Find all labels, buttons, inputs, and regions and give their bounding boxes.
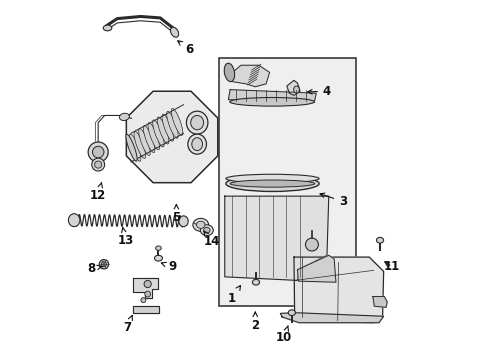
Polygon shape: [126, 91, 217, 183]
Ellipse shape: [203, 227, 210, 233]
Text: 12: 12: [90, 183, 106, 202]
Ellipse shape: [305, 238, 318, 251]
Ellipse shape: [252, 279, 259, 285]
Text: 9: 9: [161, 260, 176, 273]
Ellipse shape: [192, 219, 208, 231]
Ellipse shape: [200, 225, 213, 235]
Ellipse shape: [187, 134, 206, 154]
Ellipse shape: [139, 129, 150, 156]
Ellipse shape: [171, 108, 183, 135]
Ellipse shape: [230, 180, 314, 187]
Ellipse shape: [92, 146, 104, 158]
Ellipse shape: [92, 158, 104, 171]
Ellipse shape: [225, 176, 319, 192]
Ellipse shape: [186, 111, 207, 134]
Ellipse shape: [101, 262, 106, 267]
Text: 5: 5: [172, 204, 180, 224]
Ellipse shape: [99, 260, 108, 269]
Polygon shape: [224, 196, 328, 280]
Ellipse shape: [190, 116, 203, 130]
Ellipse shape: [141, 298, 145, 303]
Ellipse shape: [129, 134, 141, 161]
Polygon shape: [132, 306, 159, 314]
Ellipse shape: [126, 134, 137, 161]
Text: 13: 13: [117, 228, 133, 247]
Ellipse shape: [191, 138, 202, 150]
Text: 3: 3: [319, 193, 346, 208]
Ellipse shape: [143, 126, 155, 153]
Ellipse shape: [68, 214, 80, 226]
Text: 1: 1: [227, 285, 240, 305]
Text: 11: 11: [384, 260, 400, 273]
Text: 10: 10: [275, 326, 291, 344]
Ellipse shape: [229, 98, 314, 106]
Ellipse shape: [166, 111, 178, 138]
Ellipse shape: [162, 114, 173, 141]
Text: 2: 2: [251, 312, 259, 332]
Text: 4: 4: [307, 85, 330, 98]
Ellipse shape: [144, 280, 151, 288]
Ellipse shape: [152, 120, 164, 147]
Ellipse shape: [293, 86, 299, 93]
Text: 6: 6: [178, 41, 193, 55]
FancyBboxPatch shape: [219, 58, 355, 306]
Polygon shape: [286, 80, 300, 95]
Ellipse shape: [225, 174, 319, 183]
Ellipse shape: [179, 216, 188, 226]
Ellipse shape: [88, 142, 108, 162]
Text: 7: 7: [122, 315, 132, 334]
Ellipse shape: [144, 291, 150, 297]
Ellipse shape: [287, 310, 295, 316]
Ellipse shape: [119, 113, 129, 121]
Polygon shape: [297, 255, 335, 282]
Ellipse shape: [157, 117, 168, 144]
Ellipse shape: [196, 221, 204, 228]
Polygon shape: [280, 313, 383, 323]
Ellipse shape: [134, 131, 145, 158]
Polygon shape: [228, 90, 316, 102]
Ellipse shape: [376, 237, 383, 243]
Text: 8: 8: [87, 262, 102, 275]
Polygon shape: [372, 297, 386, 307]
Polygon shape: [293, 257, 383, 323]
Text: 14: 14: [203, 231, 219, 248]
Ellipse shape: [154, 255, 162, 261]
Ellipse shape: [148, 123, 159, 150]
Polygon shape: [228, 65, 269, 87]
Ellipse shape: [155, 246, 161, 250]
Polygon shape: [132, 278, 158, 298]
Ellipse shape: [94, 161, 102, 168]
Ellipse shape: [170, 27, 178, 37]
Ellipse shape: [103, 25, 112, 31]
Ellipse shape: [224, 63, 234, 82]
